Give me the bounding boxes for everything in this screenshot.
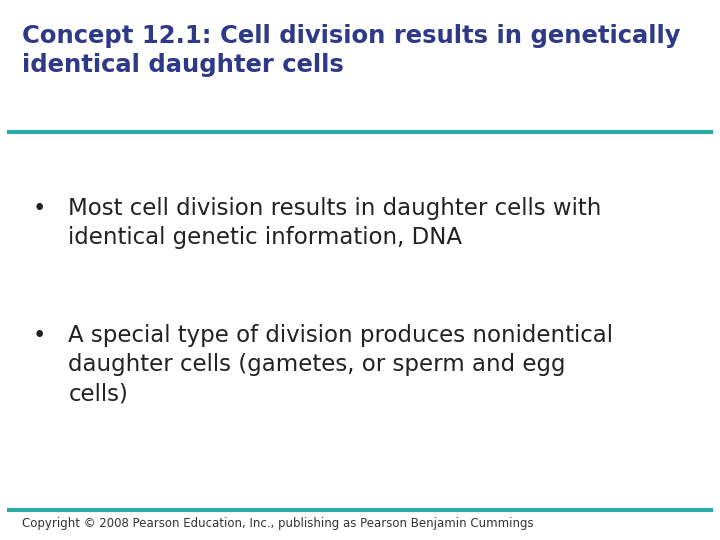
Text: A special type of division produces nonidentical
daughter cells (gametes, or spe: A special type of division produces noni…: [68, 324, 613, 406]
Text: Most cell division results in daughter cells with
identical genetic information,: Most cell division results in daughter c…: [68, 197, 602, 249]
Text: •: •: [32, 324, 46, 347]
Text: Concept 12.1: Cell division results in genetically
identical daughter cells: Concept 12.1: Cell division results in g…: [22, 24, 680, 77]
Text: •: •: [32, 197, 46, 220]
Text: Copyright © 2008 Pearson Education, Inc., publishing as Pearson Benjamin Cumming: Copyright © 2008 Pearson Education, Inc.…: [22, 517, 534, 530]
